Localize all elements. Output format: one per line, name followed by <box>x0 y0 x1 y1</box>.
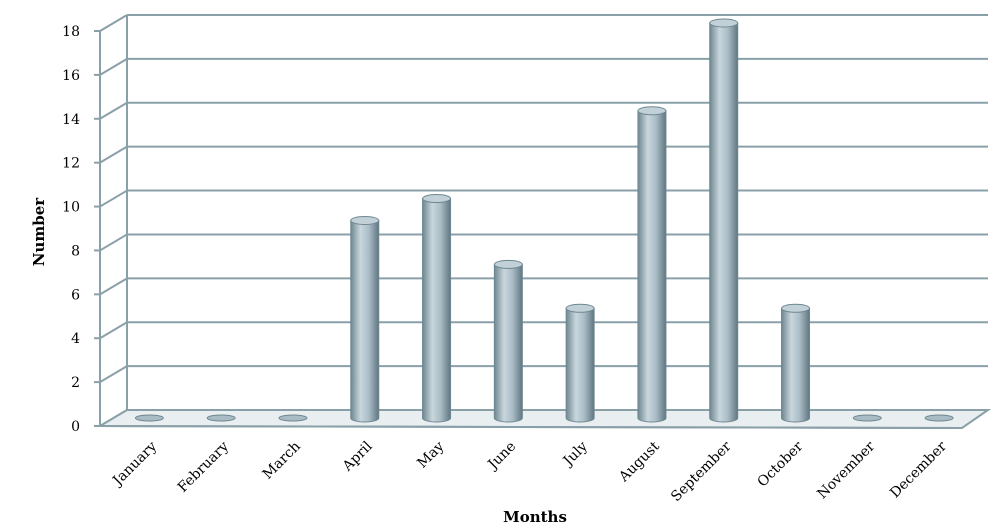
x-tick-label: July <box>559 438 591 470</box>
bar <box>134 414 164 422</box>
axes <box>94 15 992 430</box>
bar-base <box>852 414 882 422</box>
bar <box>278 414 308 422</box>
x-tick-label: November <box>814 438 878 502</box>
bar <box>637 106 667 423</box>
bar-body <box>493 263 523 423</box>
y-tick-label: 18 <box>62 24 80 40</box>
bar <box>565 303 595 423</box>
bar-base <box>206 414 236 422</box>
bar-base <box>278 414 308 422</box>
x-axis-title: Months <box>503 508 567 526</box>
y-tick-label: 14 <box>62 112 80 128</box>
bar <box>924 414 954 422</box>
bar-base <box>134 414 164 422</box>
y-tick-labels: 0 2 4 6 8 10 12 14 16 18 <box>62 24 80 435</box>
bar-body <box>637 110 667 423</box>
bar-body <box>350 220 380 423</box>
x-tick-label: December <box>887 438 950 501</box>
bar <box>350 216 380 423</box>
x-tick-label: August <box>615 438 663 486</box>
bar-top <box>350 216 380 225</box>
y-tick-label: 16 <box>62 68 80 84</box>
x-tick-label: April <box>339 438 376 475</box>
bar-top <box>637 106 667 116</box>
bar-top <box>422 194 452 204</box>
bar <box>709 18 739 423</box>
bar-body <box>781 307 811 423</box>
y-tick-label: 2 <box>71 375 80 391</box>
bar <box>781 303 811 423</box>
bar-top <box>493 259 523 269</box>
x-axis <box>99 425 963 429</box>
gridline-side <box>99 233 128 252</box>
x-tick-label: September <box>668 438 735 505</box>
bar-body <box>422 198 452 423</box>
bars <box>134 18 954 423</box>
y-tick-label: 12 <box>62 156 80 172</box>
x-tick-labels: January February March April May June July Augu… <box>109 438 951 505</box>
y-tick-label: 4 <box>71 331 80 347</box>
bar-base <box>924 414 954 422</box>
y-tick-label: 6 <box>71 287 80 303</box>
gridlines <box>99 14 988 427</box>
x-tick-label: January <box>109 438 161 490</box>
gridline-side <box>99 189 128 208</box>
bar-top <box>781 303 811 313</box>
bar-body <box>565 307 595 423</box>
gridline-side <box>99 58 128 76</box>
x-tick-label: June <box>484 439 519 474</box>
bar-top <box>565 303 595 313</box>
x-tick-label: March <box>260 439 304 483</box>
y-tick-label: 0 <box>71 419 80 435</box>
y-tick-label: 10 <box>62 200 80 216</box>
bar <box>852 414 882 422</box>
gridline-side <box>99 101 128 120</box>
gridline-side <box>99 321 128 340</box>
gridline-side <box>99 14 128 32</box>
y-tick-label: 8 <box>71 243 80 259</box>
bar-top <box>709 18 739 28</box>
gridline-side <box>99 277 128 296</box>
bar-body <box>709 22 739 423</box>
bar <box>493 259 523 423</box>
gridline-side <box>99 145 128 164</box>
y-axis-title: Number <box>30 197 48 267</box>
gridline-side <box>99 365 128 383</box>
x-tick-label: October <box>755 438 807 490</box>
x-tick-label: February <box>175 438 232 495</box>
bar <box>422 194 452 423</box>
x-tick-label: May <box>414 438 447 471</box>
bar <box>206 414 236 422</box>
